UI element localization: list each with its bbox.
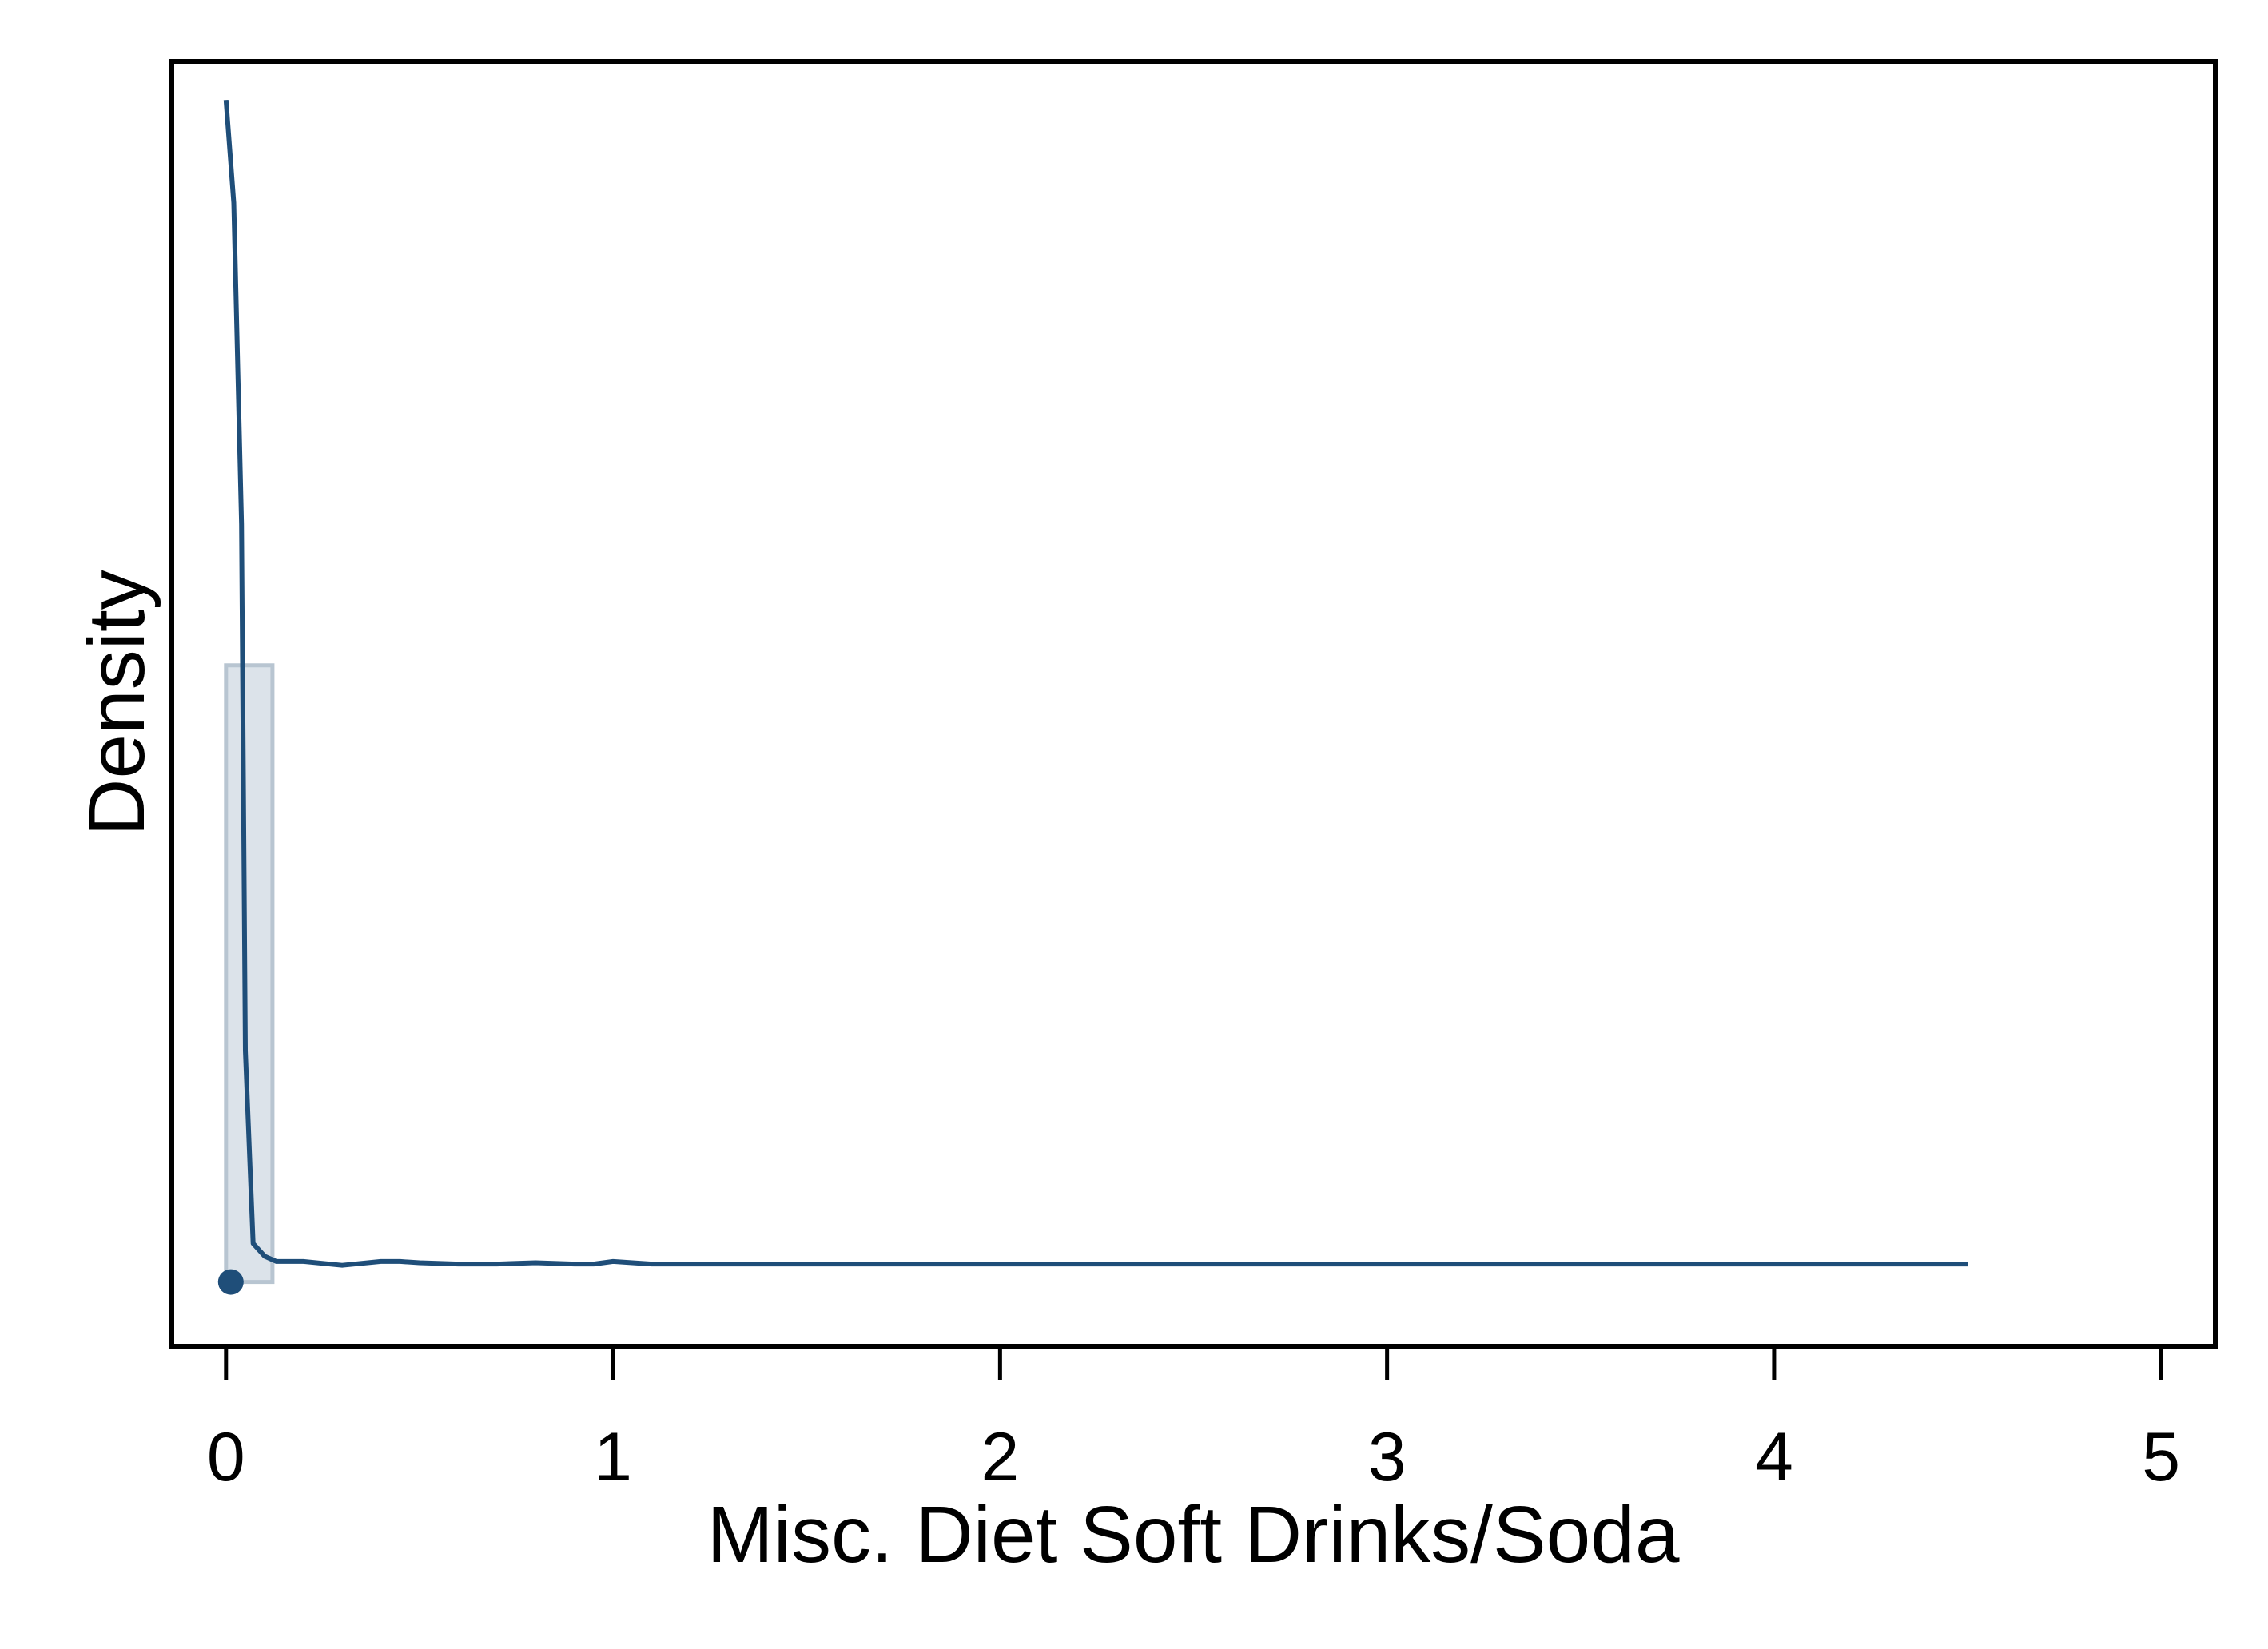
data-point-marker — [217, 1269, 244, 1295]
plot-frame — [169, 59, 2218, 1349]
x-tick-label: 1 — [594, 1419, 632, 1496]
y-axis-title: Density — [72, 570, 161, 836]
x-tick-label: 2 — [981, 1419, 1019, 1496]
x-tick-label: 4 — [1755, 1419, 1793, 1496]
density-line — [223, 99, 1968, 1268]
x-tick-label: 5 — [2142, 1419, 2180, 1496]
density-layer — [223, 99, 1968, 1268]
x-axis-title: Misc. Diet Soft Drinks/Soda — [706, 1490, 1679, 1579]
x-tick-label: 3 — [1368, 1419, 1407, 1496]
x-tick-label: 0 — [207, 1419, 245, 1496]
x-axis-ticks: 0 1 2 3 4 5 — [207, 1346, 2180, 1496]
point-layer — [217, 1269, 244, 1295]
